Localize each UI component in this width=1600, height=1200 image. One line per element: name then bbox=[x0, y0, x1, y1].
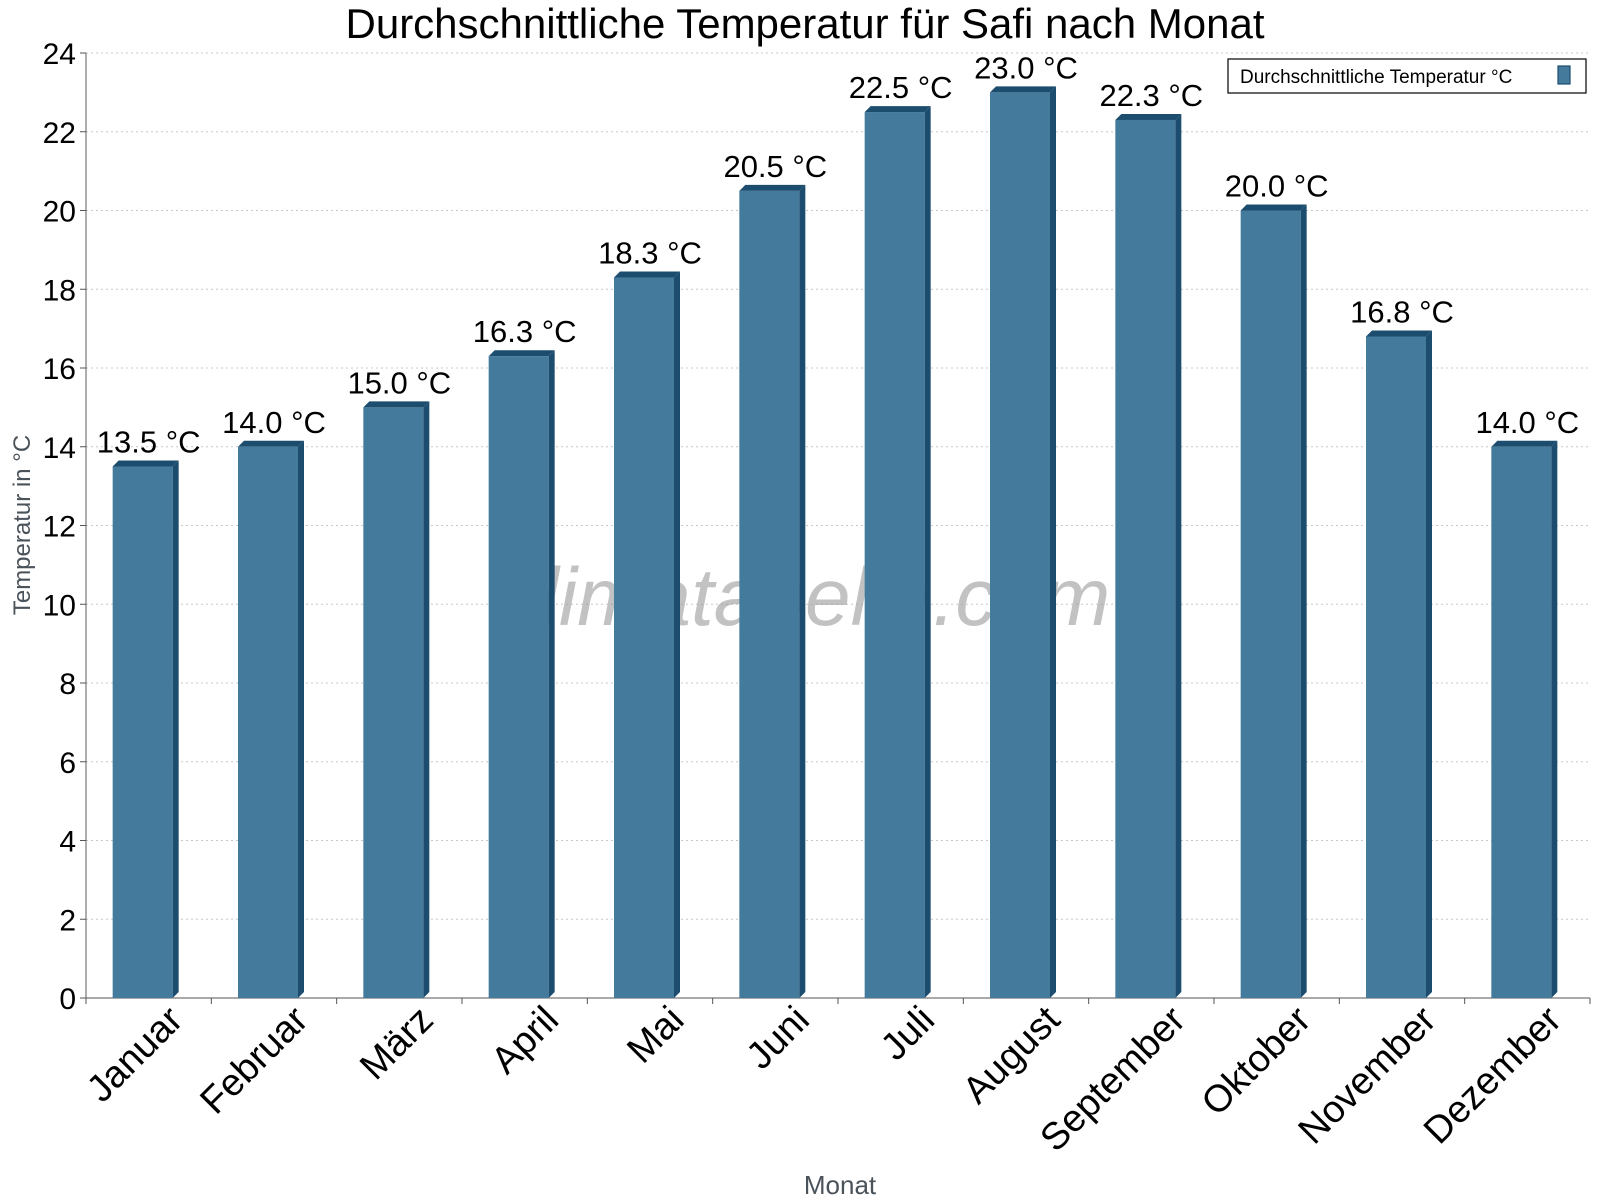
bar-front bbox=[864, 112, 925, 998]
bar bbox=[739, 184, 806, 998]
y-tick-label: 0 bbox=[59, 983, 76, 1016]
grid-lines bbox=[86, 52, 1590, 920]
data-label: 20.0 °C bbox=[1225, 169, 1329, 204]
x-tick-label: Juli bbox=[873, 999, 943, 1069]
bar-side bbox=[1175, 113, 1182, 998]
bar-top bbox=[363, 401, 430, 408]
bar-front bbox=[112, 466, 173, 998]
bar-top bbox=[739, 184, 806, 191]
x-tick-label: März bbox=[352, 999, 441, 1088]
legend-box bbox=[1227, 58, 1587, 94]
y-tick-label: 18 bbox=[43, 274, 76, 307]
bar bbox=[112, 460, 179, 998]
y-tick-label: 16 bbox=[43, 353, 76, 386]
bar-top bbox=[1240, 204, 1307, 211]
legend: Durchschnittliche Temperatur °C bbox=[1227, 58, 1587, 94]
y-tick-label: 20 bbox=[43, 196, 76, 229]
data-label: 13.5 °C bbox=[97, 424, 201, 459]
y-tick-label: 22 bbox=[43, 117, 76, 150]
x-tick-label: Februar bbox=[193, 998, 317, 1122]
y-tick-label: 24 bbox=[43, 38, 76, 71]
bar-front bbox=[1491, 446, 1552, 998]
legend-label: Durchschnittliche Temperatur °C bbox=[1240, 67, 1512, 88]
bar-front bbox=[1240, 210, 1301, 998]
x-tick-label: Januar bbox=[79, 998, 191, 1110]
bar bbox=[488, 350, 555, 998]
bar-side bbox=[298, 440, 304, 998]
bar bbox=[1491, 440, 1558, 998]
bar-top bbox=[1115, 113, 1182, 120]
bar bbox=[363, 401, 430, 998]
bar-side bbox=[172, 460, 179, 998]
bar-front bbox=[739, 190, 800, 998]
data-labels: 13.5 °C 14.0 °C 15.0 °C 16.3 °C 18.3 °C 20.5 … bbox=[97, 50, 1579, 459]
data-label: 16.8 °C bbox=[1350, 295, 1454, 330]
bar-front bbox=[488, 356, 549, 998]
bar-side bbox=[674, 271, 680, 998]
x-tick-label: Oktober bbox=[1194, 998, 1320, 1124]
bar-side bbox=[924, 106, 931, 998]
x-tick-label: Dezember bbox=[1416, 998, 1570, 1152]
bar bbox=[990, 86, 1056, 998]
bar-front bbox=[238, 446, 298, 998]
bar-side bbox=[799, 184, 806, 998]
bar-front bbox=[363, 407, 424, 998]
bar-top bbox=[238, 440, 304, 447]
bar-top bbox=[112, 460, 179, 467]
bar-side bbox=[548, 350, 555, 998]
bar-side bbox=[1050, 86, 1056, 998]
bar-side bbox=[423, 401, 430, 998]
bar-front bbox=[1366, 336, 1426, 998]
y-tick-label: 8 bbox=[59, 668, 76, 701]
bar bbox=[1366, 330, 1432, 998]
x-tick-label: Mai bbox=[619, 999, 692, 1072]
x-tick-label: April bbox=[484, 999, 567, 1082]
data-label: 14.0 °C bbox=[222, 405, 326, 440]
y-tick-label: 10 bbox=[43, 589, 76, 622]
x-axis-ticks: Januar Februar März April Mai Juni Juli AugustS… bbox=[79, 998, 1591, 1160]
bar bbox=[614, 271, 680, 998]
bar-series bbox=[112, 86, 1558, 998]
bar-top bbox=[1491, 440, 1558, 447]
y-tick-label: 14 bbox=[43, 432, 76, 465]
y-tick-label: 2 bbox=[59, 904, 76, 937]
chart-title: Durchschnittliche Temperatur für Safi na… bbox=[346, 0, 1265, 47]
bar-top bbox=[864, 106, 931, 113]
data-label: 14.0 °C bbox=[1475, 405, 1579, 440]
x-tick-label: Juni bbox=[739, 999, 818, 1078]
y-tick-label: 12 bbox=[43, 511, 76, 544]
data-label: 16.3 °C bbox=[473, 314, 577, 349]
y-axis-label: Temperatur in °C bbox=[9, 435, 36, 615]
x-tick-label: August bbox=[955, 998, 1069, 1112]
y-tick-label: 4 bbox=[59, 826, 76, 859]
bar-top bbox=[488, 350, 555, 357]
bar-side bbox=[1426, 330, 1432, 998]
data-label: 15.0 °C bbox=[347, 365, 451, 400]
legend-swatch bbox=[1557, 65, 1571, 85]
bar-top bbox=[990, 86, 1056, 93]
y-tick-label: 6 bbox=[59, 747, 76, 780]
bar-top bbox=[614, 271, 680, 278]
bar-top bbox=[1366, 330, 1432, 337]
data-label: 22.5 °C bbox=[849, 70, 953, 105]
bar-front bbox=[1115, 119, 1176, 998]
bar-side bbox=[1551, 440, 1558, 998]
bar bbox=[1240, 204, 1307, 998]
data-label: 20.5 °C bbox=[723, 149, 827, 184]
data-label: 23.0 °C bbox=[974, 50, 1078, 85]
x-axis-label: Monat bbox=[804, 1170, 877, 1200]
bar-front bbox=[614, 277, 674, 998]
bar-front bbox=[990, 92, 1050, 998]
data-label: 18.3 °C bbox=[598, 235, 702, 270]
bar-side bbox=[1300, 204, 1307, 998]
data-label: 22.3 °C bbox=[1099, 78, 1203, 113]
bar bbox=[238, 440, 304, 998]
bar bbox=[1115, 113, 1182, 998]
bar bbox=[864, 106, 931, 998]
